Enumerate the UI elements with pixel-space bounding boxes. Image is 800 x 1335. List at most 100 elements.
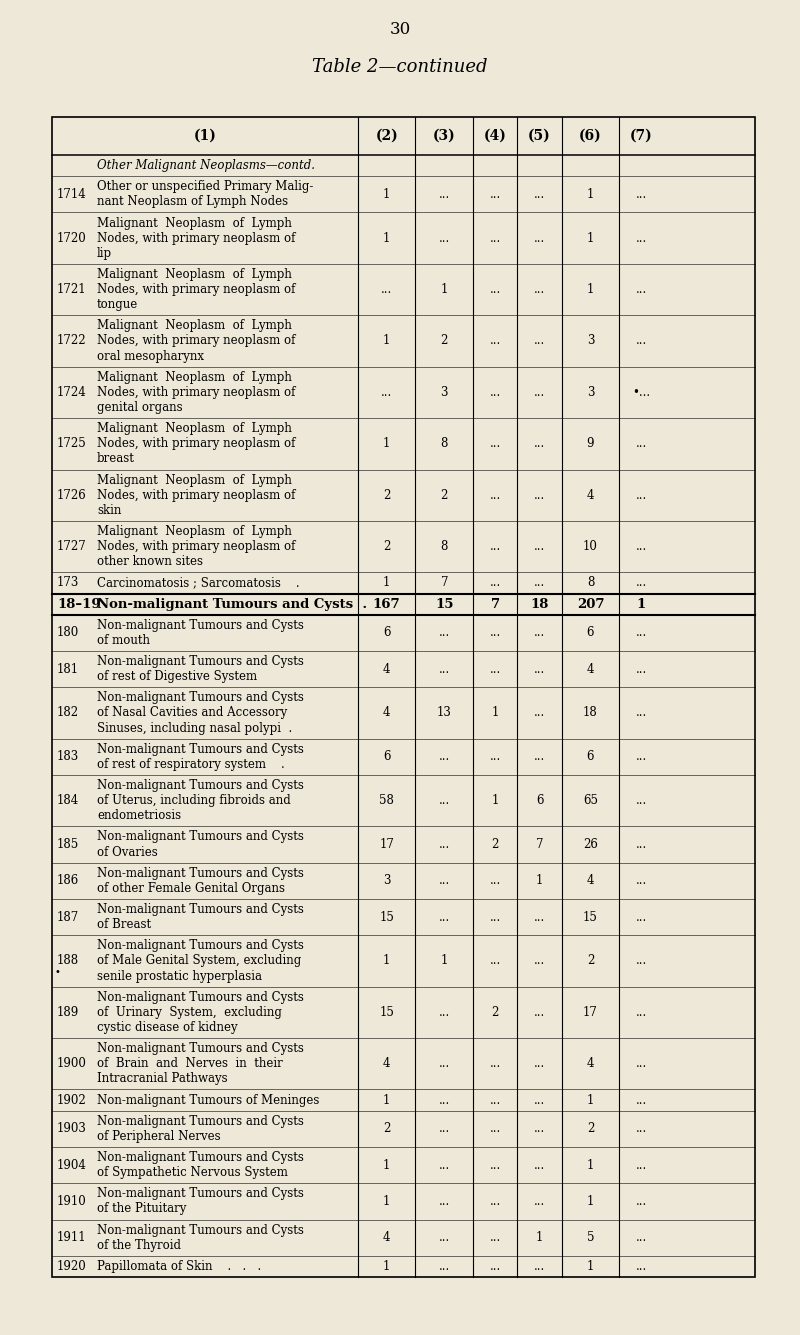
Text: 7: 7 (441, 577, 448, 590)
Text: 6: 6 (383, 750, 390, 764)
Text: 1900: 1900 (57, 1057, 87, 1071)
Text: Malignant  Neoplasm  of  Lymph: Malignant Neoplasm of Lymph (97, 319, 292, 332)
Text: •: • (54, 968, 60, 977)
Text: 4: 4 (586, 489, 594, 502)
Text: 3: 3 (441, 386, 448, 399)
Text: 1: 1 (587, 188, 594, 200)
Text: ...: ... (534, 662, 545, 676)
Text: Non-malignant Tumours and Cysts: Non-malignant Tumours and Cysts (97, 1224, 304, 1236)
Text: ...: ... (438, 188, 450, 200)
Text: 15: 15 (583, 910, 598, 924)
Text: Non-malignant Tumours and Cysts: Non-malignant Tumours and Cysts (97, 902, 304, 916)
Text: 1: 1 (383, 1159, 390, 1172)
Text: ...: ... (534, 1159, 545, 1172)
Text: ...: ... (534, 386, 545, 399)
Text: ...: ... (490, 577, 501, 590)
Text: ...: ... (636, 1159, 647, 1172)
Text: 1: 1 (441, 283, 448, 296)
Text: ...: ... (636, 1123, 647, 1135)
Text: ...: ... (534, 626, 545, 639)
Text: ...: ... (636, 910, 647, 924)
Text: 1: 1 (587, 1159, 594, 1172)
Text: 1: 1 (383, 955, 390, 968)
Text: ...: ... (534, 489, 545, 502)
Text: 4: 4 (383, 1231, 390, 1244)
Text: 7: 7 (490, 598, 500, 610)
Text: skin: skin (97, 503, 122, 517)
Text: 15: 15 (435, 598, 454, 610)
Text: 1: 1 (587, 1093, 594, 1107)
Text: ...: ... (534, 438, 545, 450)
Text: 1: 1 (587, 1195, 594, 1208)
Text: Intracranial Pathways: Intracranial Pathways (97, 1072, 228, 1085)
Text: Non-malignant Tumours and Cysts: Non-malignant Tumours and Cysts (97, 618, 304, 631)
Text: of other Female Genital Organs: of other Female Genital Organs (97, 882, 285, 894)
Text: 1727: 1727 (57, 541, 86, 553)
Text: of  Urinary  System,  excluding: of Urinary System, excluding (97, 1005, 282, 1019)
Text: ...: ... (438, 1057, 450, 1071)
Text: 189: 189 (57, 1005, 79, 1019)
Text: 1: 1 (383, 188, 390, 200)
Text: ...: ... (534, 283, 545, 296)
Text: 30: 30 (390, 21, 410, 39)
Text: Non-malignant Tumours and Cysts: Non-malignant Tumours and Cysts (97, 866, 304, 880)
Text: 186: 186 (57, 874, 79, 888)
Text: of mouth: of mouth (97, 634, 150, 647)
Text: 4: 4 (586, 662, 594, 676)
Text: ...: ... (636, 232, 647, 244)
Text: ...: ... (490, 955, 501, 968)
Text: Nodes, with primary neoplasm of: Nodes, with primary neoplasm of (97, 541, 295, 553)
Text: •...: •... (633, 386, 650, 399)
Text: ...: ... (534, 1057, 545, 1071)
Text: ...: ... (636, 188, 647, 200)
Text: 6: 6 (383, 626, 390, 639)
Text: Non-malignant Tumours and Cysts: Non-malignant Tumours and Cysts (97, 940, 304, 952)
Text: 183: 183 (57, 750, 79, 764)
Text: ...: ... (636, 283, 647, 296)
Text: Non-malignant Tumours and Cysts: Non-malignant Tumours and Cysts (97, 1151, 304, 1164)
Text: ...: ... (534, 910, 545, 924)
Text: ...: ... (490, 1159, 501, 1172)
Text: ...: ... (534, 955, 545, 968)
Text: ...: ... (534, 188, 545, 200)
Text: Malignant  Neoplasm  of  Lymph: Malignant Neoplasm of Lymph (97, 371, 292, 383)
Text: Malignant  Neoplasm  of  Lymph: Malignant Neoplasm of Lymph (97, 525, 292, 538)
Text: senile prostatic hyperplasia: senile prostatic hyperplasia (97, 969, 262, 983)
Text: 1: 1 (383, 335, 390, 347)
Text: 181: 181 (57, 662, 79, 676)
Text: 1725: 1725 (57, 438, 86, 450)
Text: ...: ... (438, 1123, 450, 1135)
Text: Table 2—continued: Table 2—continued (312, 57, 488, 76)
Text: Papillomata of Skin    .   .   .: Papillomata of Skin . . . (97, 1260, 262, 1272)
Text: 1714: 1714 (57, 188, 86, 200)
Text: ...: ... (490, 283, 501, 296)
Text: 6: 6 (586, 750, 594, 764)
Text: of Ovaries: of Ovaries (97, 845, 158, 858)
Text: ...: ... (636, 1057, 647, 1071)
Text: 1: 1 (587, 1260, 594, 1272)
Text: ...: ... (534, 1260, 545, 1272)
Text: 1911: 1911 (57, 1231, 86, 1244)
Text: Carcinomatosis ; Sarcomatosis    .: Carcinomatosis ; Sarcomatosis . (97, 577, 300, 590)
Text: ...: ... (438, 1005, 450, 1019)
Text: 1: 1 (383, 577, 390, 590)
Text: 1: 1 (491, 794, 499, 808)
Text: 1: 1 (587, 232, 594, 244)
Text: 167: 167 (373, 598, 401, 610)
Text: 4: 4 (586, 1057, 594, 1071)
Text: Non-malignant Tumours and Cysts: Non-malignant Tumours and Cysts (97, 991, 304, 1004)
Text: 3: 3 (383, 874, 390, 888)
Text: ...: ... (636, 706, 647, 720)
Text: ...: ... (490, 1123, 501, 1135)
Text: ...: ... (490, 1093, 501, 1107)
Text: ...: ... (490, 541, 501, 553)
Text: Non-malignant Tumours and Cysts: Non-malignant Tumours and Cysts (97, 830, 304, 844)
Text: ...: ... (438, 910, 450, 924)
Text: ...: ... (490, 1195, 501, 1208)
Text: 2: 2 (383, 489, 390, 502)
Text: 1920: 1920 (57, 1260, 86, 1272)
Text: of rest of respiratory system    .: of rest of respiratory system . (97, 758, 285, 770)
Text: 3: 3 (586, 335, 594, 347)
Text: 1902: 1902 (57, 1093, 86, 1107)
Text: ...: ... (490, 1231, 501, 1244)
